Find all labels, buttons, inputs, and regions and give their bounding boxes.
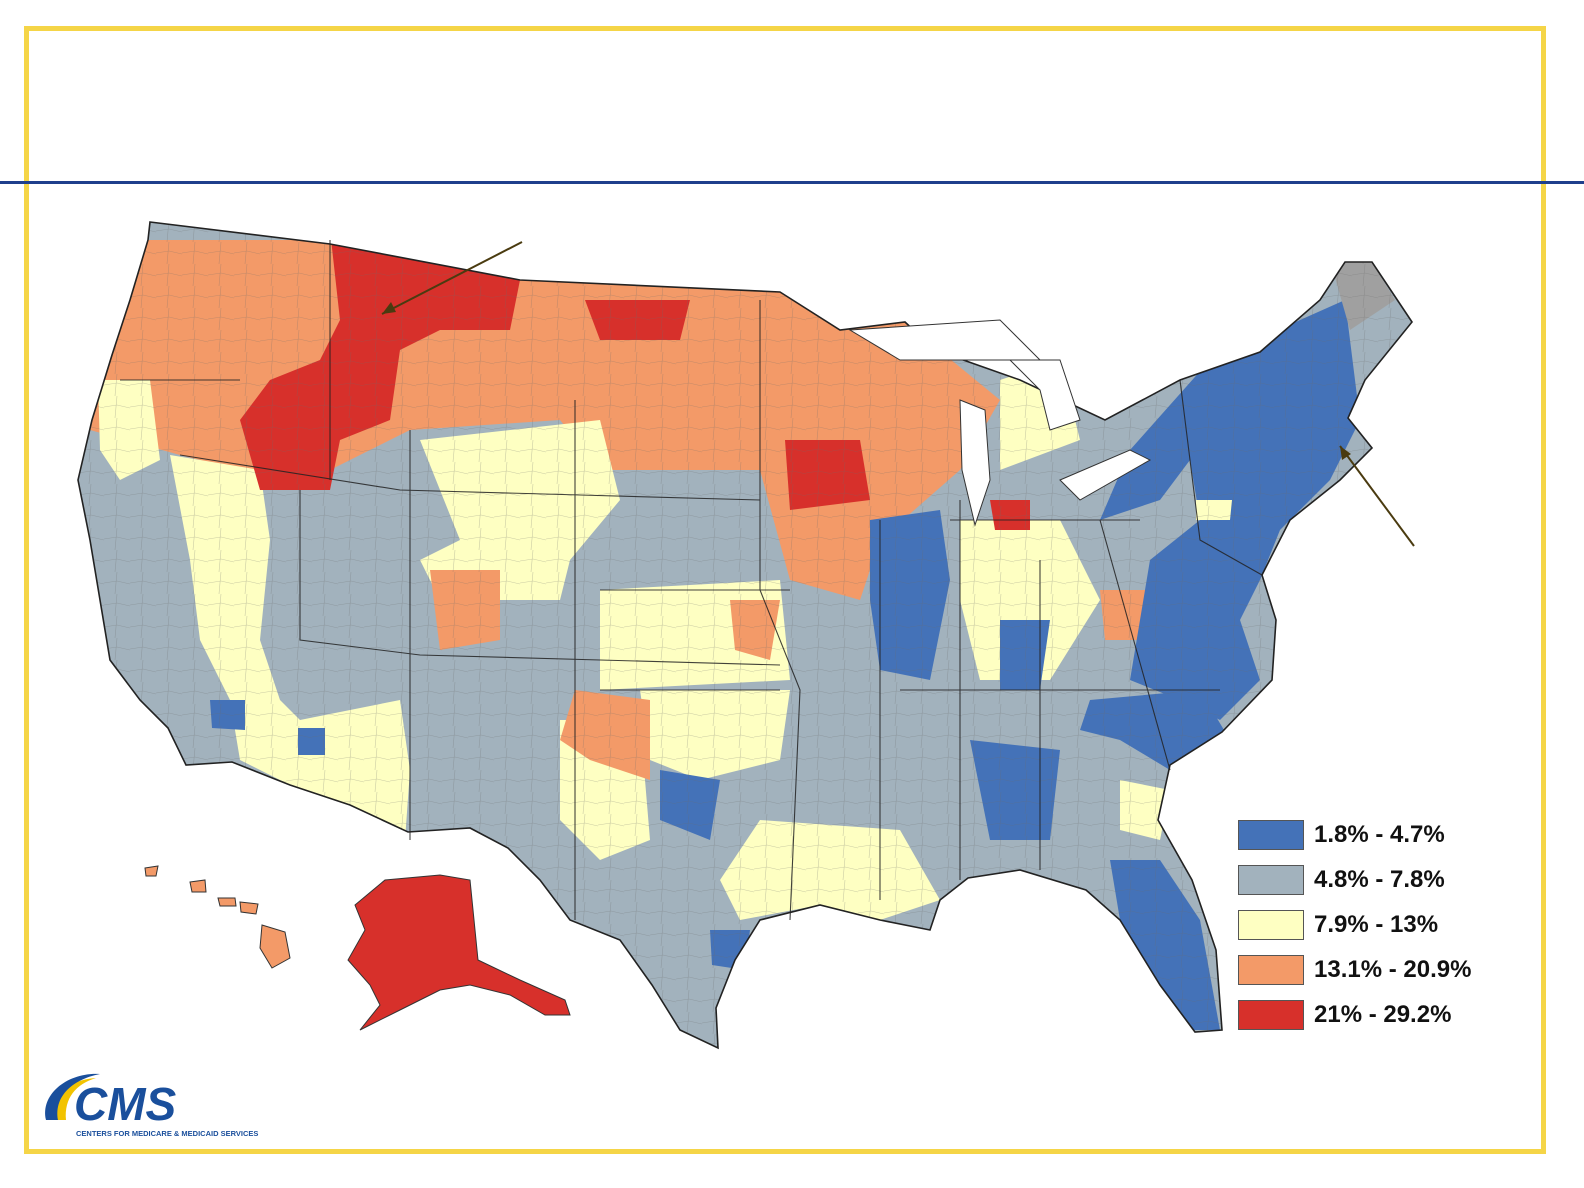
legend-label: 4.8% - 7.8%: [1314, 865, 1445, 893]
title-rule: [0, 181, 1584, 184]
lake-erie: [1059, 449, 1152, 501]
hawaii: [144, 865, 291, 969]
arrow-montana: [381, 241, 523, 315]
legend-swatch: [1238, 999, 1304, 1030]
lake-michigan: [959, 399, 991, 527]
legend-item: 1.8% - 4.7%: [1238, 812, 1498, 857]
alaska: [347, 874, 571, 1031]
svg-text:CMS: CMS: [74, 1078, 177, 1130]
cms-logo: CMS CENTERS FOR MEDICARE & MEDICAID SERV…: [45, 1073, 258, 1138]
legend-item: 13.1% - 20.9%: [1238, 947, 1498, 992]
legend-swatch: [1238, 954, 1304, 985]
legend-label: 13.1% - 20.9%: [1314, 955, 1472, 983]
lake-huron: [1008, 359, 1081, 431]
legend-label: 1.8% - 4.7%: [1314, 820, 1445, 848]
legend-swatch: [1238, 819, 1304, 850]
legend-item: 4.8% - 7.8%: [1238, 857, 1498, 902]
legend-label: 21% - 29.2%: [1314, 1000, 1452, 1028]
legend-label: 7.9% - 13%: [1314, 910, 1439, 938]
legend-item: 21% - 29.2%: [1238, 992, 1498, 1037]
legend-swatch: [1238, 909, 1304, 940]
svg-text:CENTERS FOR MEDICARE & MEDICAI: CENTERS FOR MEDICARE & MEDICAID SERVICES: [76, 1129, 258, 1138]
arrow-massachusetts: [1339, 445, 1415, 547]
legend-swatch: [1238, 864, 1304, 895]
legend: 1.8% - 4.7% 4.8% - 7.8% 7.9% - 13% 13.1%…: [1238, 812, 1498, 1037]
legend-item: 7.9% - 13%: [1238, 902, 1498, 947]
slide-border: [24, 26, 1546, 1154]
